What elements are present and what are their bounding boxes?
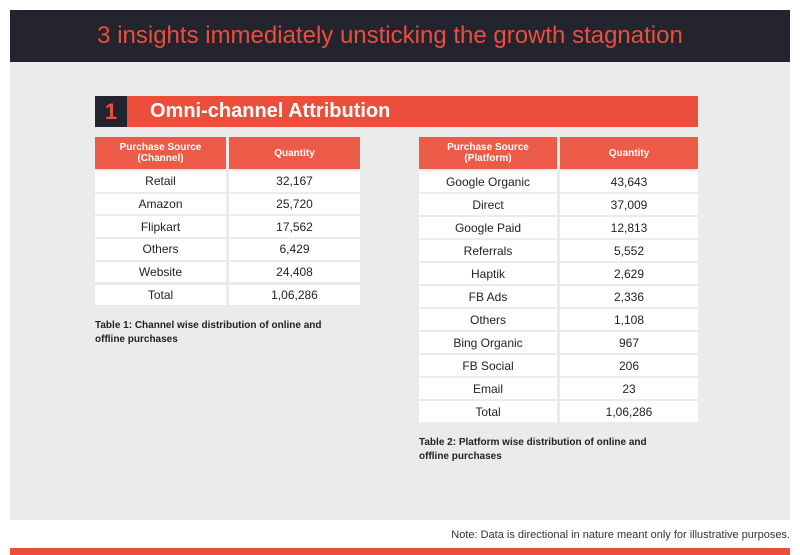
table-cell: 43,643 [560, 171, 698, 192]
table-cell: Email [419, 378, 557, 399]
section-number: 1 [95, 96, 127, 127]
column-header: Quantity [229, 137, 360, 169]
section-title: Omni-channel Attribution [150, 100, 391, 122]
table-cell: Google Paid [419, 217, 557, 238]
section-bar [127, 96, 698, 127]
column-header: Purchase Source (Platform) [419, 137, 557, 169]
table-cell: 37,009 [560, 194, 698, 215]
table-cell: 17,562 [229, 216, 360, 238]
table-cell: 1,108 [560, 309, 698, 330]
column-header: Purchase Source (Channel) [95, 137, 226, 169]
bottom-bar [10, 548, 790, 555]
table-cell: 1,06,286 [229, 284, 360, 306]
page-title: 3 insights immediately unsticking the gr… [97, 22, 683, 49]
table-cell: Haptik [419, 263, 557, 284]
table-cell: 32,167 [229, 171, 360, 192]
table-cell: Others [95, 239, 226, 260]
table-cell: 25,720 [229, 193, 360, 215]
table-cell: Retail [95, 171, 226, 192]
table-cell: Amazon [95, 193, 226, 215]
table-cell: 23 [560, 378, 698, 399]
table-cell: Others [419, 309, 557, 330]
table-cell: Flipkart [95, 216, 226, 238]
table-cell: Website [95, 261, 226, 283]
table-cell: 1,06,286 [560, 401, 698, 422]
table-cell: Referrals [419, 240, 557, 261]
footer-note: Note: Data is directional in nature mean… [451, 529, 790, 541]
column-header: Quantity [560, 137, 698, 169]
table-cell: 2,629 [560, 263, 698, 284]
table-cell: 24,408 [229, 261, 360, 283]
table-cell: 12,813 [560, 217, 698, 238]
table-caption: Table 1: Channel wise distribution of on… [95, 320, 322, 346]
table-cell: Google Organic [419, 171, 557, 192]
table-cell: 206 [560, 355, 698, 376]
table-cell: Total [419, 401, 557, 422]
table-cell: 967 [560, 332, 698, 353]
table-cell: 5,552 [560, 240, 698, 261]
table-cell: 2,336 [560, 286, 698, 307]
table-cell: FB Ads [419, 286, 557, 307]
table-cell: Direct [419, 194, 557, 215]
table-cell: Total [95, 284, 226, 306]
table-cell: FB Social [419, 355, 557, 376]
table-caption: Table 2: Platform wise distribution of o… [419, 437, 647, 462]
table-cell: 6,429 [229, 239, 360, 260]
table-cell: Bing Organic [419, 332, 557, 353]
top-bar [10, 10, 790, 62]
